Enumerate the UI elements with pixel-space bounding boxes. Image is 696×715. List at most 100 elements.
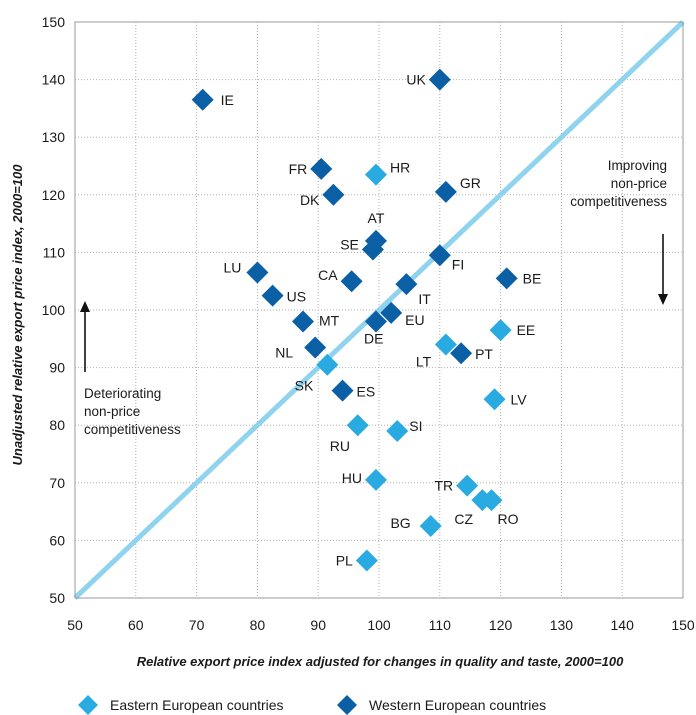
point-label-si: SI [409,418,422,434]
point-label-fi: FI [452,256,464,272]
point-label-ru: RU [330,438,350,454]
data-point-it [395,273,418,296]
point-label-es: ES [357,384,376,400]
x-tick-label: 150 [671,617,695,633]
data-point-de [364,310,387,333]
data-point-us [261,284,284,307]
plot-border [74,21,684,599]
data-point-gr [434,180,457,203]
data-point-lv [483,388,506,411]
data-point-lt [434,333,457,356]
x-tick-label: 70 [189,617,205,633]
data-point-pt [450,342,473,365]
point-label-de: DE [364,331,383,347]
arrow-up-head [80,301,90,312]
point-label-ro: RO [497,511,518,527]
point-label-uk: UK [406,72,426,88]
x-axis-ticks: 50 60 70 80 90 100 110 120 130 140 150 [67,617,695,633]
y-tick-label: 100 [42,302,66,318]
legend-marker-1 [337,695,357,715]
x-tick-label: 60 [128,617,144,633]
data-point-eu [380,301,403,324]
point-label-hu: HU [342,470,362,486]
x-tick-label: 140 [611,617,635,633]
data-point-ca [340,270,363,293]
y-axis-title: Unadjusted relative export price index, … [10,164,25,466]
data-point-ie [191,88,214,111]
data-point-ro [480,489,503,512]
data-point-hr [364,163,387,186]
arrow-down-head [658,294,668,305]
x-tick-label: 110 [429,617,452,633]
legend-marker-0 [78,695,98,715]
point-label-at: AT [368,210,385,226]
y-tick-label: 130 [42,129,66,145]
point-label-sk: SK [295,378,314,394]
point-label-ee: EE [517,322,536,338]
y-tick-label: 70 [49,475,65,491]
x-axis-title: Relative export price index adjusted for… [137,654,624,669]
point-label-cz: CZ [454,511,473,527]
data-point-fi [428,244,451,267]
point-label-ca: CA [318,267,338,283]
point-label-lu: LU [223,260,241,276]
annotation-improving-line: non-price [611,176,667,191]
data-points: HR EE LT SK LV RU SI HU TR CZ RO BG PL UK IE FR DK GR AT SE… [191,68,542,572]
data-point-ru [346,414,369,437]
point-label-tr: TR [434,478,453,494]
data-point-si [386,419,409,442]
legend-label-1: Western European countries [369,697,546,713]
x-tick-label: 100 [367,617,391,633]
point-label-mt: MT [319,313,340,329]
point-label-be: BE [523,270,542,286]
point-label-ie: IE [221,92,234,108]
y-tick-label: 140 [42,72,66,88]
x-tick-label: 90 [310,617,326,633]
data-point-pl [355,549,378,572]
data-point-bg [419,515,442,537]
point-label-lv: LV [511,391,528,407]
y-axis-ticks: 50 60 70 80 90 100 110 120 130 140 150 [42,14,66,606]
data-point-se [361,238,384,261]
data-point-sk [316,353,339,376]
data-point-dk [322,183,345,206]
y-tick-label: 80 [49,417,65,433]
data-point-es [331,379,354,402]
y-tick-label: 60 [49,532,65,548]
data-point-be [495,267,518,290]
point-label-bg: BG [390,515,410,531]
data-point-lu [246,261,269,284]
point-label-eu: EU [405,312,424,328]
data-point-ee [489,319,512,342]
y-tick-label: 90 [49,360,65,376]
point-label-it: IT [418,291,431,307]
data-point-hu [364,468,387,491]
legend-label-0: Eastern European countries [110,697,284,713]
annotation-deteriorating-line: non-price [84,404,140,419]
point-label-nl: NL [275,344,293,360]
reference-line-45deg [73,20,685,600]
y-tick-label: 120 [42,187,66,203]
data-point-uk [428,68,451,91]
data-point-tr [456,474,479,497]
point-label-hr: HR [390,160,410,176]
annotation-deteriorating-line: Deteriorating [84,386,161,401]
y-tick-label: 110 [43,244,66,260]
data-point-mt [292,310,314,333]
point-label-pt: PT [475,346,493,362]
point-label-pl: PL [336,553,353,569]
point-label-fr: FR [289,161,308,177]
x-tick-label: 120 [489,617,513,633]
annotations: Improving non-price competitiveness Deterio… [80,158,668,437]
point-label-us: US [287,289,306,305]
annotation-deteriorating-line: competitiveness [84,422,181,437]
y-tick-label: 50 [49,590,65,606]
legend: Eastern European countries Western Europe… [78,695,546,715]
x-tick-label: 80 [250,617,266,633]
annotation-improving-line: competitiveness [570,194,667,209]
data-point-nl [304,336,327,359]
point-label-dk: DK [300,192,320,208]
point-label-se: SE [340,237,359,253]
point-label-gr: GR [460,175,481,191]
